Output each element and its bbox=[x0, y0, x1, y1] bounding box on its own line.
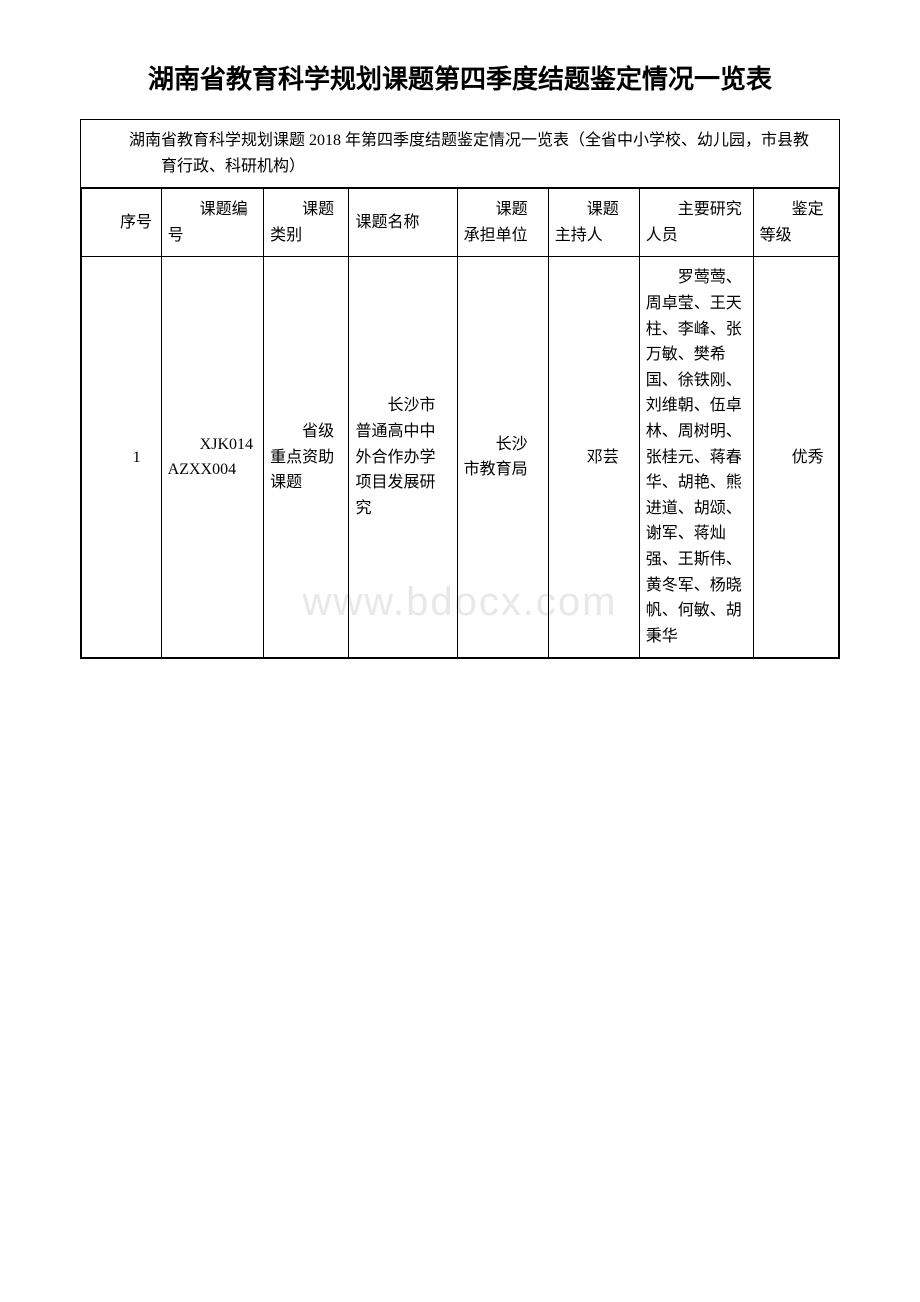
column-header-code: 课题编号 bbox=[161, 189, 263, 257]
cell-grade: 优秀 bbox=[753, 257, 838, 658]
data-table: 序号 课题编号 课题类别 课题名称 课题承担单位 课题主持人 主 bbox=[81, 188, 839, 658]
column-header-name: 课题名称 bbox=[349, 189, 457, 257]
table-container: 湖南省教育科学规划课题 2018 年第四季度结题鉴定情况一览表（全省中小学校、幼… bbox=[80, 119, 840, 659]
column-header-researchers: 主要研究人员 bbox=[639, 189, 753, 257]
cell-name: 长沙市普通高中中外合作办学项目发展研究 bbox=[349, 257, 457, 658]
column-header-grade: 鉴定等级 bbox=[753, 189, 838, 257]
column-header-seq: 序号 bbox=[82, 189, 162, 257]
table-header-note: 湖南省教育科学规划课题 2018 年第四季度结题鉴定情况一览表（全省中小学校、幼… bbox=[81, 120, 839, 188]
cell-host: 邓芸 bbox=[548, 257, 639, 658]
column-header-category: 课题类别 bbox=[264, 189, 349, 257]
table-row: 1 XJK014AZXX004 省级重点资助课题 长沙市普通高中中外合作办学项目… bbox=[82, 257, 839, 658]
column-header-host: 课题主持人 bbox=[548, 189, 639, 257]
cell-unit: 长沙市教育局 bbox=[457, 257, 548, 658]
document-title: 湖南省教育科学规划课题第四季度结题鉴定情况一览表 bbox=[80, 60, 840, 99]
cell-code: XJK014AZXX004 bbox=[161, 257, 263, 658]
table-header-row: 序号 课题编号 课题类别 课题名称 课题承担单位 课题主持人 主 bbox=[82, 189, 839, 257]
cell-category: 省级重点资助课题 bbox=[264, 257, 349, 658]
cell-researchers: 罗莺莺、周卓莹、王天柱、李峰、张万敏、樊希国、徐铁刚、刘维朝、伍卓林、周树明、张… bbox=[639, 257, 753, 658]
cell-seq: 1 bbox=[82, 257, 162, 658]
column-header-unit: 课题承担单位 bbox=[457, 189, 548, 257]
